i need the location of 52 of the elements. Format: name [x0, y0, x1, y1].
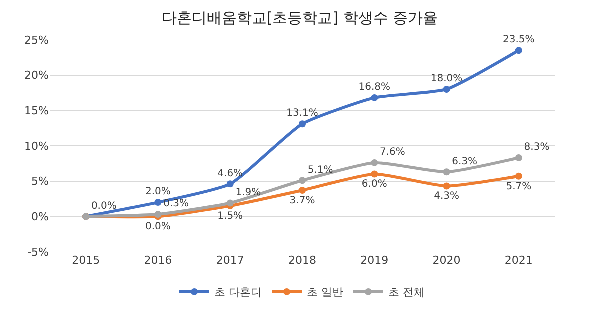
data-label: 13.1%: [286, 108, 318, 120]
y-tick-label: 5%: [32, 175, 49, 188]
data-label: 1.9%: [236, 187, 262, 198]
y-tick-label: 10%: [24, 140, 49, 153]
legend-label: 초 전체: [388, 286, 425, 300]
data-label: 18.0%: [430, 74, 463, 85]
point: [154, 199, 162, 206]
data-label: 0.3%: [164, 198, 189, 210]
data-label: 4.6%: [218, 168, 244, 180]
point: [299, 187, 306, 194]
point: [226, 180, 234, 188]
y-tick-label: 0%: [32, 210, 49, 224]
point: [226, 200, 234, 207]
point: [515, 154, 522, 162]
legend-label: 초 다혼디: [214, 286, 262, 300]
chart-title: 다혼디배움학교[초등학교] 학생수 증가율: [162, 9, 438, 28]
data-label: 0.0%: [91, 200, 117, 212]
data-label: 2.0%: [146, 186, 171, 198]
data-label: 5.1%: [308, 164, 334, 176]
y-tick-label: 25%: [24, 34, 49, 47]
point: [515, 172, 522, 180]
legend-label: 초 일반: [307, 286, 344, 300]
x-tick-label: 2017: [216, 254, 244, 267]
point: [371, 159, 378, 166]
x-tick-label: 2018: [288, 254, 316, 267]
data-label: 6.0%: [362, 179, 388, 190]
data-label: 8.3%: [524, 142, 550, 154]
x-tick-label: 2019: [360, 254, 389, 267]
data-label: 16.8%: [358, 82, 391, 94]
x-tick-label: 2020: [432, 254, 461, 267]
point: [515, 47, 522, 54]
x-tick-label: 2021: [504, 254, 533, 267]
data-label: 6.3%: [452, 156, 478, 168]
data-label: 23.5%: [503, 34, 535, 46]
y-tick-label: 15%: [24, 104, 49, 118]
point: [443, 86, 450, 93]
data-label: 3.7%: [290, 195, 316, 206]
point: [371, 170, 378, 178]
point: [299, 177, 306, 184]
data-label: 7.6%: [380, 147, 406, 158]
data-label: 0.0%: [146, 222, 171, 233]
point: [443, 168, 450, 176]
y-tick-label: -5%: [28, 246, 49, 259]
data-label: 5.7%: [506, 181, 532, 192]
data-label: 4.3%: [434, 191, 460, 202]
point: [443, 182, 450, 190]
point: [299, 120, 306, 128]
data-label: 1.5%: [218, 210, 244, 222]
y-tick-label: 20%: [24, 69, 49, 82]
point: [371, 94, 378, 102]
x-tick-label: 2016: [144, 254, 172, 267]
x-tick-label: 2015: [72, 254, 100, 267]
